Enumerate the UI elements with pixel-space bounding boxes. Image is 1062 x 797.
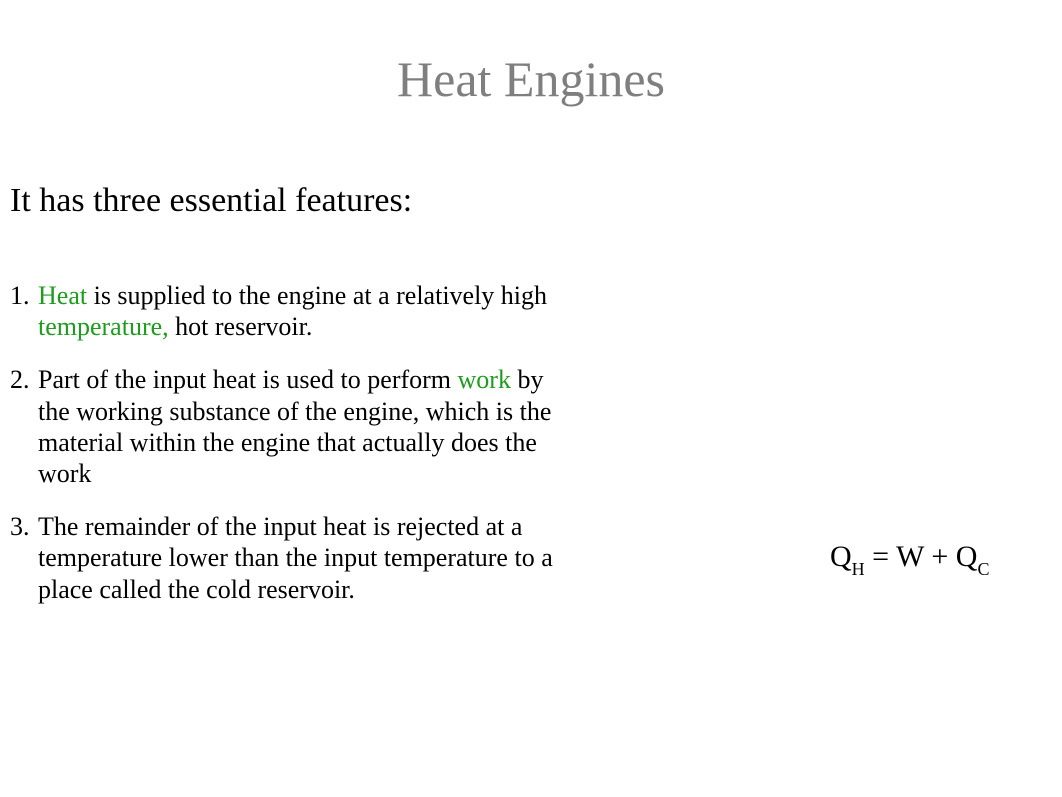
slide: Heat Engines It has three essential feat… (0, 0, 1062, 797)
list-number: 1. (10, 280, 38, 342)
eq-sub-H: H (852, 559, 865, 579)
eq-plus: + (924, 540, 956, 573)
highlight-work: work (458, 365, 511, 394)
list-item: 3. The remainder of the input heat is re… (10, 511, 570, 605)
eq-sub-C: C (977, 559, 989, 579)
text-span: is supplied to the engine at a relativel… (87, 281, 547, 310)
highlight-heat: Heat (38, 281, 87, 310)
slide-title: Heat Engines (0, 50, 1062, 108)
list-number: 2. (10, 364, 38, 489)
list-item: 1. Heat is supplied to the engine at a r… (10, 280, 570, 342)
list-item: 2. Part of the input heat is used to per… (10, 364, 570, 489)
energy-equation: QH = W + QC (830, 540, 989, 578)
eq-W: W (896, 540, 924, 573)
text-span: The remainder of the input heat is rejec… (38, 512, 553, 603)
eq-equals: = (865, 540, 896, 573)
eq-Q2: Q (956, 540, 978, 573)
list-number: 3. (10, 511, 38, 605)
intro-text: It has three essential features: (10, 182, 412, 220)
list-body: The remainder of the input heat is rejec… (38, 511, 570, 605)
text-span: hot reservoir. (169, 312, 313, 341)
eq-Q1: Q (830, 540, 852, 573)
highlight-temperature: temperature, (38, 312, 169, 341)
list-body: Part of the input heat is used to perfor… (38, 364, 570, 489)
feature-list: 1. Heat is supplied to the engine at a r… (10, 280, 570, 627)
text-span: Part of the input heat is used to perfor… (38, 365, 458, 394)
list-body: Heat is supplied to the engine at a rela… (38, 280, 570, 342)
